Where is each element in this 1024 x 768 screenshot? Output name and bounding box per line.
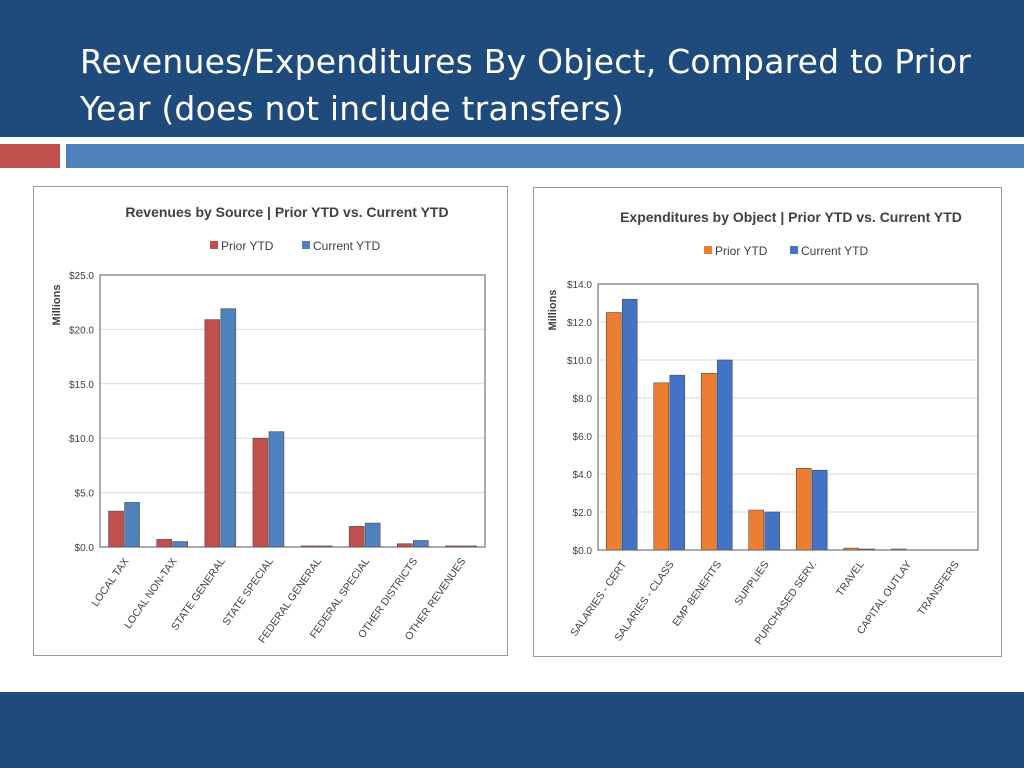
x-tick-label: STATE SPECIAL	[220, 556, 276, 628]
y-tick-label: $2.0	[573, 508, 593, 519]
legend-label: Prior YTD	[221, 239, 274, 253]
chart-title: Expenditures by Object | Prior YTD vs. C…	[620, 209, 962, 225]
x-tick-label: TRAVEL	[834, 559, 867, 599]
legend-label: Current YTD	[801, 244, 868, 258]
bar-current	[268, 431, 285, 548]
bar-prior	[843, 547, 860, 551]
y-tick-label: $12.0	[567, 318, 592, 329]
y-tick-label: $5.0	[75, 489, 95, 500]
x-tick-label: LOCAL TAX	[89, 556, 131, 609]
legend-swatch	[302, 241, 310, 249]
plot-area	[597, 283, 979, 551]
expenditures-chart-svg: Expenditures by Object | Prior YTD vs. C…	[547, 209, 979, 647]
bar-current	[811, 469, 828, 551]
slide-title: Revenues/Expenditures By Object, Compare…	[80, 42, 972, 128]
bar-current	[859, 548, 876, 551]
footer-bar	[0, 692, 1024, 768]
plot-area	[99, 274, 486, 548]
bar-current	[172, 541, 188, 548]
bar-prior	[348, 526, 365, 548]
y-tick-label: $8.0	[573, 394, 593, 405]
bar-prior	[108, 510, 124, 548]
bar-current	[316, 545, 333, 548]
y-tick-label: $0.0	[75, 543, 95, 554]
bar-prior	[252, 437, 269, 548]
legend-swatch	[210, 241, 218, 249]
y-tick-label: $10.0	[69, 434, 94, 445]
x-tick-label: EMP BENEFITS	[670, 559, 724, 629]
y-tick-label: $0.0	[573, 546, 593, 557]
y-tick-label: $20.0	[69, 325, 94, 336]
accent-bar-blue	[66, 144, 1024, 168]
chart-title: Revenues by Source | Prior YTD vs. Curre…	[125, 204, 448, 220]
expenditures-chart: Expenditures by Object | Prior YTD vs. C…	[533, 187, 1002, 657]
bar-current	[461, 545, 477, 548]
bar-current	[621, 298, 638, 551]
accent-bar-red	[0, 144, 60, 168]
bar-prior	[397, 543, 413, 548]
legend-label: Current YTD	[313, 239, 380, 253]
bar-current	[669, 374, 686, 551]
y-tick-label: $6.0	[573, 432, 593, 443]
y-axis-label: Millions	[51, 285, 63, 326]
bar-prior	[204, 319, 221, 548]
bar-prior	[300, 545, 317, 548]
bar-current	[413, 540, 429, 548]
bar-current	[716, 359, 733, 551]
bar-current	[764, 511, 781, 551]
y-axis-label: Millions	[547, 290, 559, 331]
y-tick-label: $14.0	[567, 280, 592, 291]
x-tick-label: CAPITAL OUTLAY	[855, 559, 915, 637]
bar-current	[124, 502, 140, 548]
bar-prior	[795, 467, 812, 551]
y-tick-label: $10.0	[567, 356, 592, 367]
bar-prior	[748, 509, 765, 551]
bar-prior	[605, 312, 622, 551]
bar-prior	[700, 373, 717, 551]
legend-swatch	[790, 246, 798, 254]
legend-swatch	[704, 246, 712, 254]
y-tick-label: $15.0	[69, 380, 94, 391]
bar-prior	[445, 545, 461, 548]
x-tick-label: STATE GENERAL	[169, 556, 228, 633]
y-tick-label: $4.0	[573, 470, 593, 481]
bar-prior	[653, 382, 670, 551]
revenues-chart-svg: Revenues by Source | Prior YTD vs. Curre…	[51, 204, 486, 646]
x-tick-label: LOCAL NON-TAX	[122, 556, 180, 631]
y-tick-label: $25.0	[69, 271, 94, 282]
legend-label: Prior YTD	[715, 244, 768, 258]
bar-current	[220, 308, 237, 548]
revenues-chart: Revenues by Source | Prior YTD vs. Curre…	[33, 186, 508, 656]
title-bar: Revenues/Expenditures By Object, Compare…	[0, 0, 1024, 137]
bar-prior	[890, 548, 907, 551]
x-tick-label: SUPPLIES	[732, 559, 771, 608]
bar-prior	[156, 539, 172, 548]
x-tick-label: TRANSFERS	[915, 559, 961, 618]
bar-current	[364, 522, 381, 548]
